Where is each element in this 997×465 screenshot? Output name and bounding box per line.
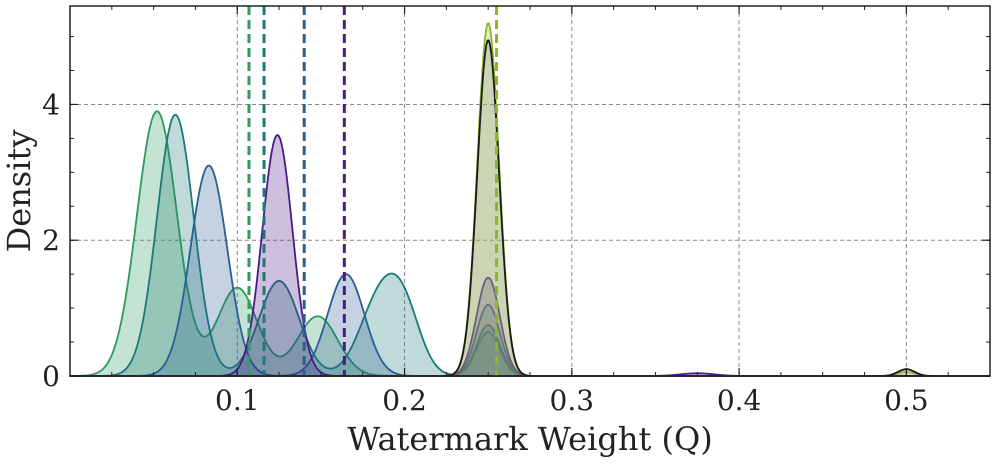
density-area-3: [70, 164, 990, 377]
y-tick-label: 0: [42, 360, 60, 393]
y-tick-label: 4: [42, 88, 60, 121]
x-tick-label: 0.1: [215, 384, 260, 417]
density-areas: [69, 22, 990, 377]
x-tick-label: 0.4: [717, 384, 762, 417]
mean-lines: [247, 6, 499, 376]
x-tick-label: 0.2: [382, 384, 427, 417]
y-tick-label: 2: [42, 224, 60, 257]
y-axis-label: Density: [0, 130, 38, 253]
x-tick-label: 0.5: [884, 384, 929, 417]
x-tick-label: 0.3: [550, 384, 595, 417]
axis-ticks: 0.1 0.2 0.3 0.4 0.5 0 2 4: [42, 6, 990, 417]
x-axis-label: Watermark Weight (Q): [347, 420, 712, 458]
